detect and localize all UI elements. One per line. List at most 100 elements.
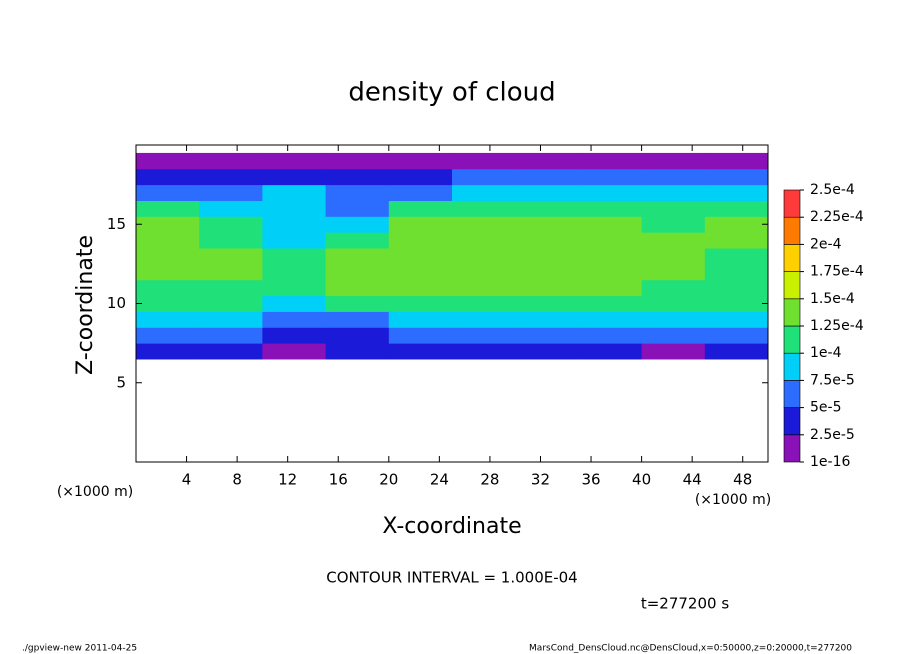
contour-cell bbox=[199, 248, 263, 265]
contour-cell bbox=[262, 152, 327, 170]
contour-cell bbox=[325, 248, 390, 265]
contour-cell bbox=[515, 152, 579, 170]
contour-cell bbox=[325, 263, 390, 281]
contour-cell bbox=[388, 279, 453, 297]
x-tick-label: 12 bbox=[278, 471, 297, 489]
contour-cell bbox=[578, 279, 643, 297]
contour-cell bbox=[199, 200, 263, 217]
contour-cell bbox=[136, 216, 200, 233]
contour-cell bbox=[641, 200, 706, 217]
contour-cell bbox=[136, 248, 200, 265]
contour-cell bbox=[325, 311, 390, 328]
x-tick-label: 48 bbox=[733, 471, 752, 489]
contour-cell bbox=[578, 343, 643, 360]
colorbar-band bbox=[783, 407, 801, 436]
contour-cell bbox=[578, 200, 643, 217]
contour-cell bbox=[515, 295, 579, 312]
contour-cell bbox=[388, 343, 453, 360]
contour-cell bbox=[452, 279, 516, 297]
contour-cell bbox=[641, 232, 706, 249]
contour-cell bbox=[641, 216, 706, 233]
contour-cell bbox=[325, 184, 390, 201]
contour-cell bbox=[704, 216, 769, 233]
contour-cell bbox=[515, 343, 579, 360]
contour-cell bbox=[262, 200, 327, 217]
contour-cell bbox=[325, 200, 390, 217]
chart-title: density of cloud bbox=[348, 78, 555, 108]
contour-cell bbox=[388, 232, 453, 249]
contour-cell bbox=[452, 343, 516, 360]
contour-cell bbox=[641, 295, 706, 312]
contour-cell bbox=[388, 248, 453, 265]
contour-cell bbox=[452, 248, 516, 265]
contour-cell bbox=[578, 327, 643, 344]
contour-cell bbox=[262, 327, 327, 344]
contour-cell bbox=[199, 263, 263, 281]
colorbar-label: 1.25e-4 bbox=[810, 318, 864, 334]
contour-cell bbox=[452, 263, 516, 281]
x-tick-label: 24 bbox=[430, 471, 449, 489]
x-tick-label: 32 bbox=[531, 471, 550, 489]
contour-cell bbox=[388, 184, 453, 201]
contour-cell bbox=[704, 168, 769, 186]
annotation: CONTOUR INTERVAL = 1.000E-04 bbox=[326, 569, 577, 587]
contour-cell bbox=[388, 263, 453, 281]
y-axis-label: Z-coordinate bbox=[73, 235, 98, 375]
contour-cell bbox=[325, 279, 390, 297]
contour-cell bbox=[578, 152, 643, 170]
contour-cell bbox=[515, 327, 579, 344]
contour-cell bbox=[704, 327, 769, 344]
y-tick-label: 10 bbox=[107, 294, 126, 312]
contour-cell bbox=[388, 200, 453, 217]
colorbar-band bbox=[783, 271, 801, 300]
x-tick-label: 16 bbox=[329, 471, 348, 489]
contour-cell bbox=[641, 168, 706, 186]
colorbar-label: 5e-5 bbox=[810, 400, 841, 416]
contour-cell bbox=[704, 295, 769, 312]
contour-cell bbox=[199, 327, 263, 344]
contour-cell bbox=[578, 311, 643, 328]
colorbar-label: 2.5e-5 bbox=[810, 427, 855, 443]
footer-left: ./gpview-new 2011-04-25 bbox=[22, 644, 137, 654]
contour-cell bbox=[704, 279, 769, 297]
contour-cell bbox=[388, 168, 453, 186]
colorbar-label: 7.5e-5 bbox=[810, 372, 855, 388]
y-unit: (×1000 m) bbox=[57, 484, 133, 500]
colorbar-band bbox=[783, 189, 801, 218]
contour-cell bbox=[388, 327, 453, 344]
contour-cell bbox=[704, 343, 769, 360]
contour-cell bbox=[452, 327, 516, 344]
contour-cell bbox=[136, 184, 200, 201]
contour-cell bbox=[704, 311, 769, 328]
x-unit: (×1000 m) bbox=[695, 492, 771, 508]
contour-cell bbox=[325, 327, 390, 344]
footer-right: MarsCond_DensCloud.nc@DensCloud,x=0:5000… bbox=[529, 644, 852, 654]
time-label: t=277200 s bbox=[641, 595, 729, 613]
colorbar-label: 2e-4 bbox=[810, 236, 842, 252]
contour-cell bbox=[515, 279, 579, 297]
contour-cell bbox=[704, 184, 769, 201]
contour-cell bbox=[452, 200, 516, 217]
contour-cell bbox=[262, 168, 327, 186]
contour-cell bbox=[199, 343, 263, 360]
contour-cell bbox=[452, 216, 516, 233]
contour-cell bbox=[641, 152, 706, 170]
contour-cell bbox=[452, 295, 516, 312]
x-tick-label: 44 bbox=[683, 471, 702, 489]
contour-cell bbox=[199, 295, 263, 312]
contour-cell bbox=[641, 311, 706, 328]
contour-cell bbox=[388, 295, 453, 312]
contour-cell bbox=[515, 184, 579, 201]
contour-cell bbox=[325, 168, 390, 186]
contour-cell bbox=[136, 200, 200, 217]
contour-cell bbox=[704, 200, 769, 217]
contour-cell bbox=[325, 295, 390, 312]
contour-cell bbox=[452, 152, 516, 170]
contour-cell bbox=[199, 168, 263, 186]
contour-cell bbox=[578, 263, 643, 281]
contour-cell bbox=[136, 279, 200, 297]
contour-cell bbox=[262, 311, 327, 328]
colorbar-label: 2.25e-4 bbox=[810, 209, 864, 225]
colorbar-band bbox=[783, 352, 801, 381]
